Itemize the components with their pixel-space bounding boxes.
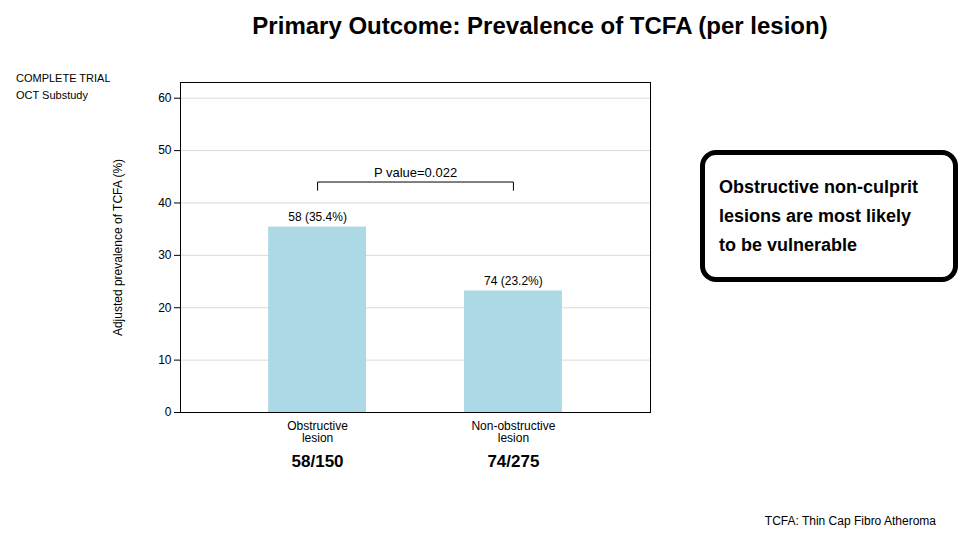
html-text:Obstructive non-culprit: Obstructive non-culprit (719, 177, 918, 197)
html-text:Primary Outcome: Prevalence of: Primary Outcome: Prevalence of TCFA (per… (252, 12, 828, 39)
svg-text:50: 50 (158, 143, 172, 157)
svg-text:Adjusted prevalence of TCFA (%: Adjusted prevalence of TCFA (%) (111, 159, 125, 336)
svg-text:Obstructivelesion: Obstructivelesion (287, 419, 348, 445)
svg-text:40: 40 (158, 196, 172, 210)
svg-text:0: 0 (165, 405, 172, 419)
svg-text:20: 20 (158, 301, 172, 315)
svg-text:74/275: 74/275 (487, 452, 539, 471)
html-text:OCT Substudy: OCT Substudy (16, 88, 88, 101)
svg-text:30: 30 (158, 248, 172, 262)
html-text:TCFA: Thin Cap Fibro Atheroma: TCFA: Thin Cap Fibro Atheroma (764, 514, 936, 528)
svg-text:58/150: 58/150 (292, 452, 344, 471)
svg-text:58 (35.4%): 58 (35.4%) (288, 210, 347, 224)
svg-text:Non-obstructivelesion: Non-obstructivelesion (471, 419, 555, 445)
html-text:COMPLETE TRIAL: COMPLETE TRIAL (16, 72, 111, 84)
svg-text:74 (23.2%): 74 (23.2%) (484, 274, 543, 288)
html-text:lesions are most likely: lesions are most likely (719, 205, 912, 226)
svg-text:60: 60 (158, 91, 172, 105)
svg-text:P value=0.022: P value=0.022 (374, 165, 457, 180)
html-text:to be vulnerable: to be vulnerable (719, 234, 857, 255)
svg-text:10: 10 (158, 353, 172, 367)
